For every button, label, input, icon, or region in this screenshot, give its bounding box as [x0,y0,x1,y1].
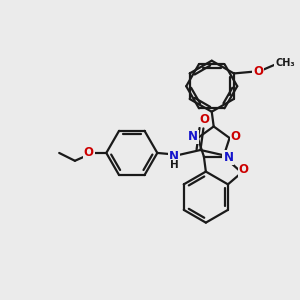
Text: O: O [254,65,263,78]
Text: O: O [200,113,209,126]
Text: O: O [230,130,240,142]
Text: H: H [169,160,178,170]
Text: CH₃: CH₃ [275,58,295,68]
Text: O: O [238,163,249,176]
Text: N: N [169,150,179,164]
Text: O: O [84,146,94,159]
Text: N: N [188,130,198,143]
Text: N: N [224,151,233,164]
